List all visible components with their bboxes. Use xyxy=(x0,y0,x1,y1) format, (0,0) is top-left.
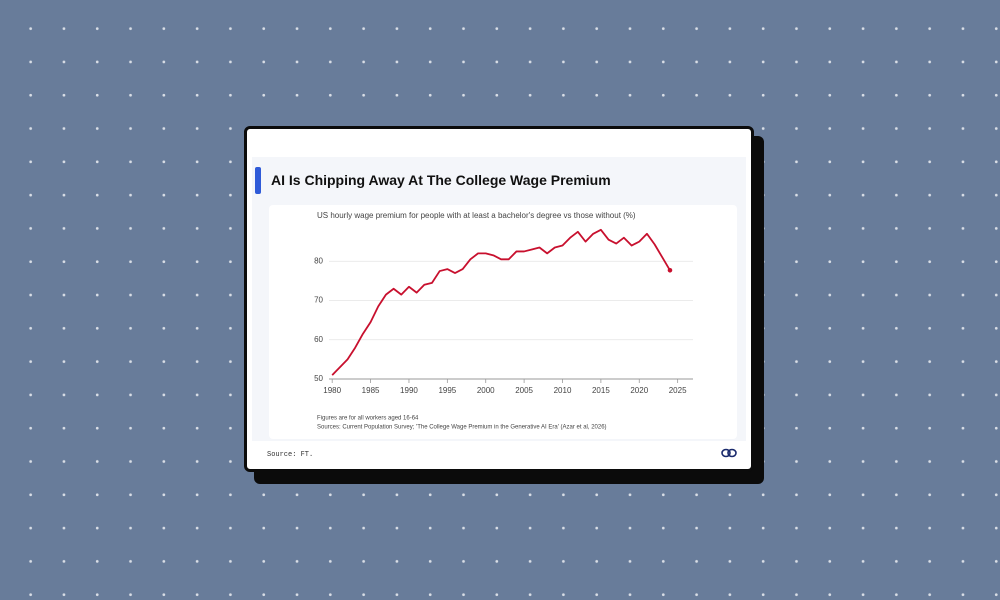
chart: US hourly wage premium for people with a… xyxy=(314,211,693,431)
x-tick-label: 2010 xyxy=(554,386,572,395)
x-tick-label: 2000 xyxy=(477,386,495,395)
card-title: AI Is Chipping Away At The College Wage … xyxy=(271,172,611,188)
x-tick-label: 1990 xyxy=(400,386,418,395)
y-tick-label: 70 xyxy=(314,296,323,305)
y-tick-label: 60 xyxy=(314,335,323,344)
x-tick-label: 2020 xyxy=(630,386,648,395)
x-tick-label: 2025 xyxy=(669,386,687,395)
card-body: AI Is Chipping Away At The College Wage … xyxy=(252,157,746,441)
x-tick-label: 1985 xyxy=(362,386,380,395)
x-tick-label: 2015 xyxy=(592,386,610,395)
x-tick-label: 2005 xyxy=(515,386,533,395)
chart-subtitle: US hourly wage premium for people with a… xyxy=(317,211,636,220)
end-point xyxy=(667,267,673,273)
y-tick-label: 80 xyxy=(314,256,323,265)
x-tick-label: 1980 xyxy=(323,386,341,395)
chart-note: Figures are for all workers aged 16-64 xyxy=(317,416,419,422)
y-tick-label: 50 xyxy=(314,374,323,383)
card: AI Is Chipping Away At The College Wage … xyxy=(244,126,754,472)
title-accent xyxy=(255,167,261,194)
chart-panel: US hourly wage premium for people with a… xyxy=(269,205,737,439)
data-line xyxy=(331,228,671,376)
source: Source: FT. xyxy=(267,451,314,459)
logo xyxy=(721,448,737,458)
chart-note: Sources: Current Population Survey; 'The… xyxy=(317,425,607,431)
x-tick-label: 1995 xyxy=(438,386,456,395)
